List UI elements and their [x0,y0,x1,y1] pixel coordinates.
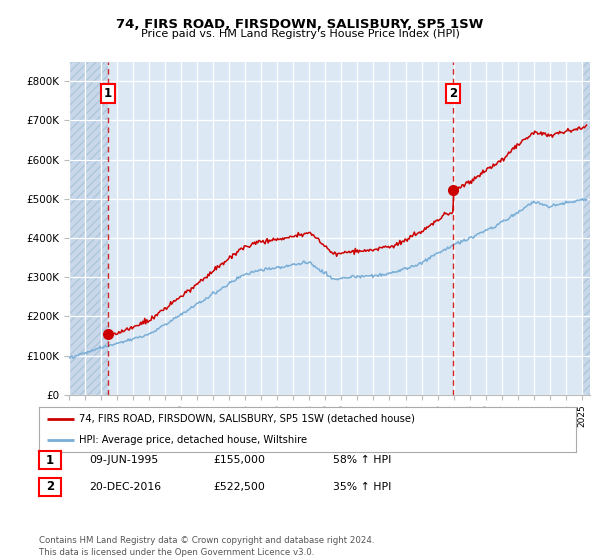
Bar [582,62,590,395]
Bar [69,62,108,395]
Text: Price paid vs. HM Land Registry's House Price Index (HPI): Price paid vs. HM Land Registry's House … [140,29,460,39]
Bar [69,62,108,395]
Text: HPI: Average price, detached house, Wiltshire: HPI: Average price, detached house, Wilt… [79,435,307,445]
Text: 35% ↑ HPI: 35% ↑ HPI [333,482,391,492]
Text: 2: 2 [449,87,457,100]
Text: £155,000: £155,000 [213,455,265,465]
Text: Contains HM Land Registry data © Crown copyright and database right 2024.
This d: Contains HM Land Registry data © Crown c… [39,536,374,557]
Text: £522,500: £522,500 [213,482,265,492]
Text: 74, FIRS ROAD, FIRSDOWN, SALISBURY, SP5 1SW (detached house): 74, FIRS ROAD, FIRSDOWN, SALISBURY, SP5 … [79,414,415,424]
Text: 1: 1 [104,87,112,100]
Text: 74, FIRS ROAD, FIRSDOWN, SALISBURY, SP5 1SW: 74, FIRS ROAD, FIRSDOWN, SALISBURY, SP5 … [116,18,484,31]
Text: 58% ↑ HPI: 58% ↑ HPI [333,455,391,465]
Text: 1: 1 [46,454,54,466]
Bar [582,62,590,395]
Text: 09-JUN-1995: 09-JUN-1995 [89,455,158,465]
Text: 20-DEC-2016: 20-DEC-2016 [89,482,161,492]
Text: 2: 2 [46,480,54,493]
